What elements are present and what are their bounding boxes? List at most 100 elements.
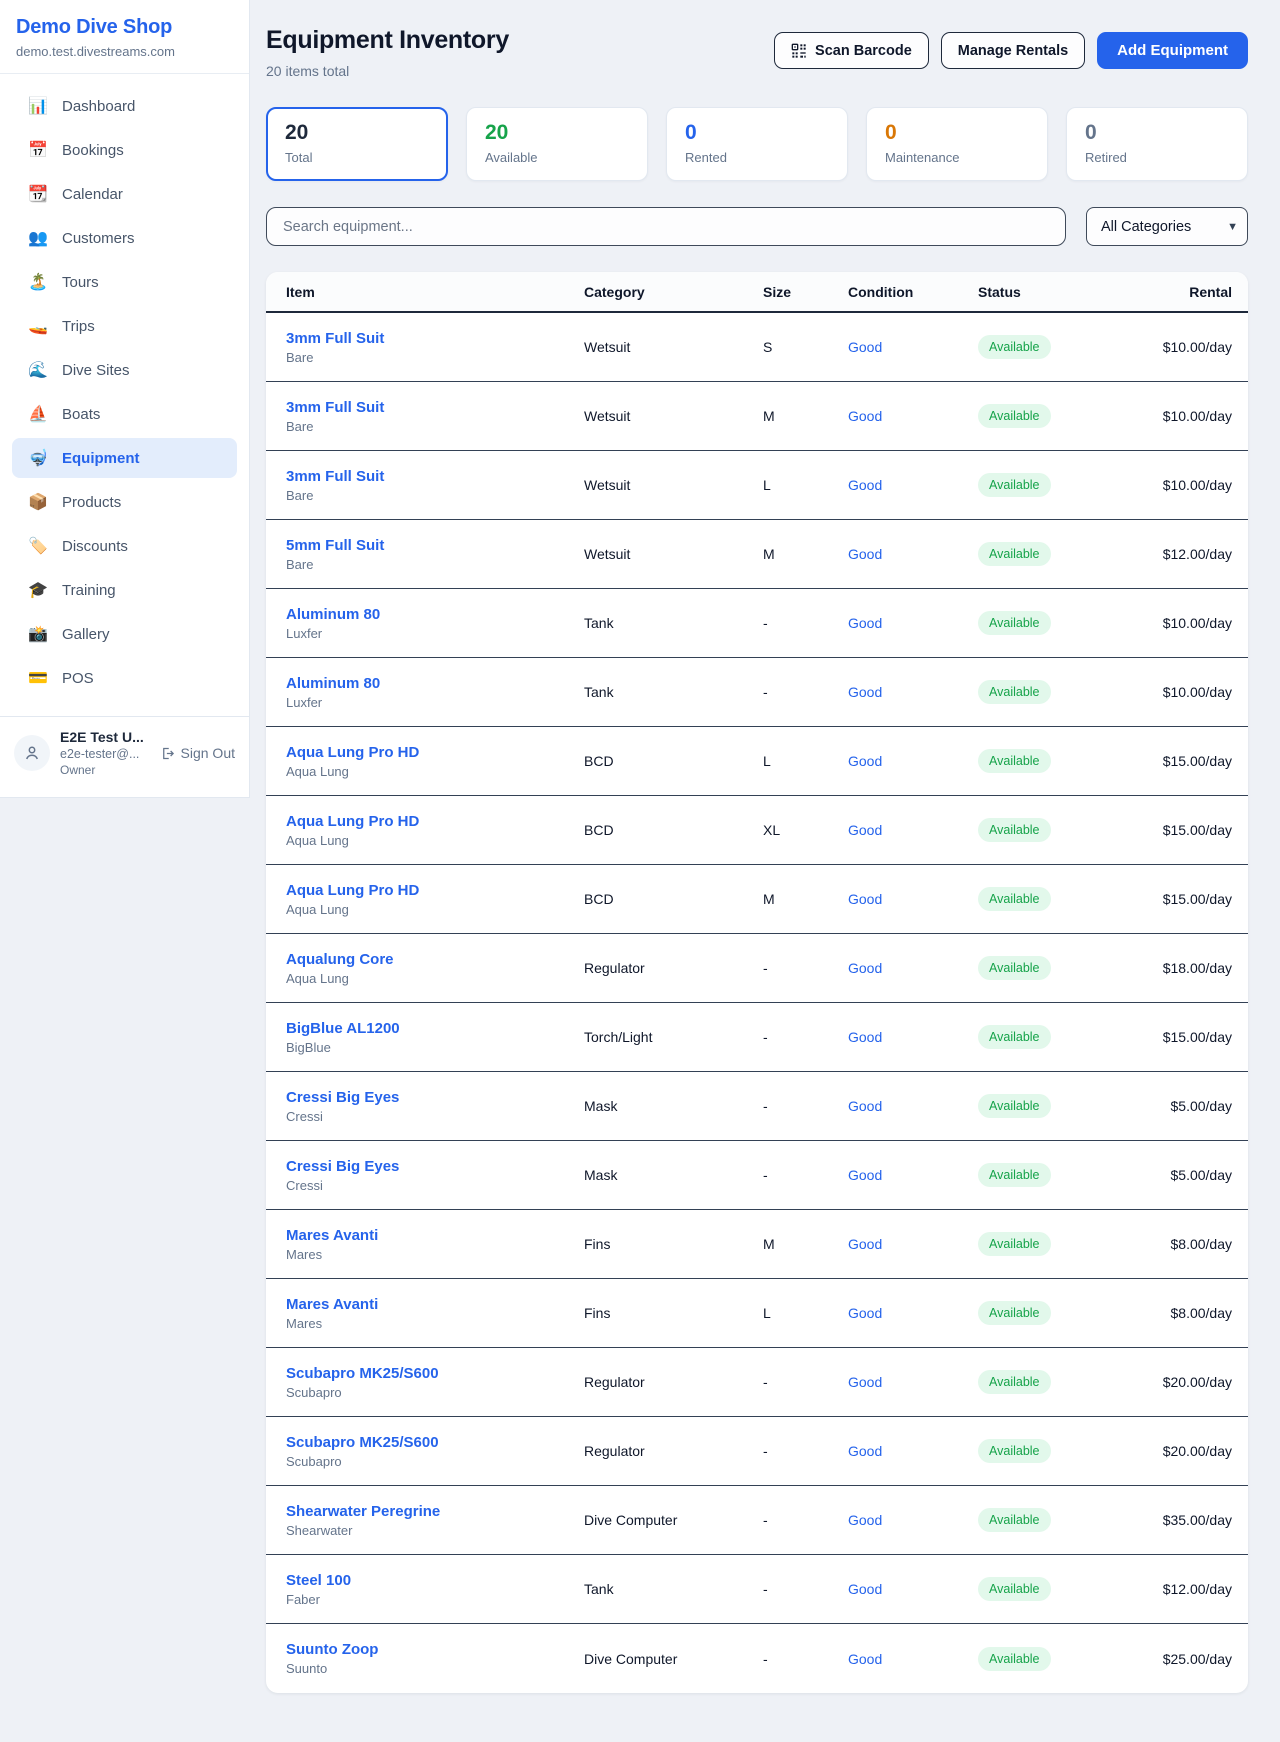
products-icon: 📦	[28, 494, 48, 511]
sidebar-item-label: Calendar	[62, 185, 123, 203]
category-select[interactable]: All Categories	[1086, 207, 1248, 246]
item-name-link[interactable]: Shearwater Peregrine	[286, 1502, 441, 1520]
item-name-link[interactable]: Mares Avanti	[286, 1295, 379, 1313]
stat-card-available[interactable]: 20 Available	[466, 107, 648, 181]
sidebar-item-gallery[interactable]: 📸 Gallery	[12, 614, 237, 654]
table-row: Cressi Big Eyes Cressi Mask - Good Available $…	[266, 1141, 1248, 1210]
status-badge: Available	[978, 1439, 1051, 1463]
sidebar-item-label: Training	[62, 581, 116, 599]
condition-link[interactable]: Good	[848, 1167, 883, 1183]
item-name-link[interactable]: 5mm Full Suit	[286, 536, 385, 554]
condition-link[interactable]: Good	[848, 1236, 883, 1252]
status-cell: Available	[978, 611, 1138, 635]
condition-link[interactable]: Good	[848, 753, 883, 769]
item-name-link[interactable]: Aqua Lung Pro HD	[286, 743, 420, 761]
sidebar-item-products[interactable]: 📦 Products	[12, 482, 237, 522]
sidebar-item-trips[interactable]: 🚤 Trips	[12, 306, 237, 346]
manage-rentals-button[interactable]: Manage Rentals	[940, 32, 1086, 69]
status-cell: Available	[978, 335, 1138, 359]
condition-link[interactable]: Good	[848, 891, 883, 907]
sidebar-item-boats[interactable]: ⛵ Boats	[12, 394, 237, 434]
category-cell: Tank	[584, 684, 614, 700]
item-name-link[interactable]: Mares Avanti	[286, 1226, 379, 1244]
table-row: Suunto Zoop Suunto Dive Computer - Good Avail…	[266, 1624, 1248, 1693]
item-name-link[interactable]: 3mm Full Suit	[286, 329, 385, 347]
category-cell: Fins	[584, 1236, 611, 1252]
status-badge: Available	[978, 1163, 1051, 1187]
item-name-link[interactable]: Scubapro MK25/S600	[286, 1364, 439, 1382]
size-cell: M	[763, 891, 775, 907]
item-name-link[interactable]: Aluminum 80	[286, 674, 381, 692]
user-email: e2e-tester@...	[60, 747, 140, 761]
sidebar-item-discounts[interactable]: 🏷️ Discounts	[12, 526, 237, 566]
sidebar-item-tours[interactable]: 🏝️ Tours	[12, 262, 237, 302]
category-cell: Mask	[584, 1098, 618, 1114]
sidebar-item-bookings[interactable]: 📅 Bookings	[12, 130, 237, 170]
equipment-table: Item Category Size Condition Status Rental 3m…	[266, 272, 1248, 1693]
size-cell: -	[763, 1443, 768, 1459]
stat-value: 20	[285, 121, 309, 144]
item-brand: Bare	[286, 349, 314, 365]
status-cell: Available	[978, 473, 1138, 497]
stat-card-retired[interactable]: 0 Retired	[1066, 107, 1248, 181]
item-brand: Bare	[286, 487, 314, 503]
item-name-link[interactable]: Cressi Big Eyes	[286, 1088, 400, 1106]
stat-card-total[interactable]: 20 Total	[266, 107, 448, 181]
stat-card-rented[interactable]: 0 Rented	[666, 107, 848, 181]
item-name-link[interactable]: Cressi Big Eyes	[286, 1157, 400, 1175]
sidebar-item-dive-sites[interactable]: 🌊 Dive Sites	[12, 350, 237, 390]
condition-link[interactable]: Good	[848, 1305, 883, 1321]
item-name-link[interactable]: Steel 100	[286, 1571, 352, 1589]
item-name-link[interactable]: Aqua Lung Pro HD	[286, 812, 420, 830]
sidebar-item-pos[interactable]: 💳 POS	[12, 658, 237, 698]
sidebar-item-label: Gallery	[62, 625, 110, 643]
condition-link[interactable]: Good	[848, 1443, 883, 1459]
item-name-link[interactable]: Suunto Zoop	[286, 1641, 379, 1658]
add-equipment-button[interactable]: Add Equipment	[1097, 32, 1248, 69]
condition-link[interactable]: Good	[848, 408, 883, 424]
condition-link[interactable]: Good	[848, 1512, 883, 1528]
item-name-link[interactable]: BigBlue AL1200	[286, 1019, 400, 1037]
scan-barcode-button[interactable]: Scan Barcode	[774, 32, 929, 69]
status-badge: Available	[978, 1646, 1051, 1671]
status-cell: Available	[978, 1232, 1138, 1256]
item-name-link[interactable]: Scubapro MK25/S600	[286, 1433, 439, 1451]
gallery-icon: 📸	[28, 626, 48, 643]
item-brand: Aqua Lung	[286, 901, 349, 917]
item-brand: Mares	[286, 1246, 323, 1262]
search-input[interactable]	[266, 207, 1066, 246]
condition-link[interactable]: Good	[848, 477, 883, 493]
condition-link[interactable]: Good	[848, 339, 883, 355]
category-cell: BCD	[584, 753, 614, 769]
condition-link[interactable]: Good	[848, 1029, 883, 1045]
condition-link[interactable]: Good	[848, 684, 883, 700]
item-name-link[interactable]: Aqua Lung Pro HD	[286, 881, 420, 899]
sidebar-item-dashboard[interactable]: 📊 Dashboard	[12, 86, 237, 126]
category-cell: Regulator	[584, 960, 645, 976]
item-cell: Aqua Lung Pro HD Aqua Lung	[286, 744, 584, 779]
item-name-link[interactable]: Aluminum 80	[286, 605, 381, 623]
sidebar-item-calendar[interactable]: 📆 Calendar	[12, 174, 237, 214]
sidebar-item-training[interactable]: 🎓 Training	[12, 570, 237, 610]
sidebar-item-customers[interactable]: 👥 Customers	[12, 218, 237, 258]
condition-link[interactable]: Good	[848, 546, 883, 562]
stat-card-maintenance[interactable]: 0 Maintenance	[866, 107, 1048, 181]
condition-link[interactable]: Good	[848, 615, 883, 631]
rental-price: $20.00/day	[1162, 1443, 1232, 1459]
rental-price: $35.00/day	[1162, 1512, 1232, 1528]
sign-out-button[interactable]: Sign Out	[160, 745, 235, 761]
condition-link[interactable]: Good	[848, 1650, 883, 1667]
table-row: Scubapro MK25/S600 Scubapro Regulator - Good…	[266, 1348, 1248, 1417]
sidebar-item-equipment[interactable]: 🤿 Equipment	[12, 438, 237, 478]
table-row: Shearwater Peregrine Shearwater Dive Compu…	[266, 1486, 1248, 1555]
condition-link[interactable]: Good	[848, 822, 883, 838]
condition-link[interactable]: Good	[848, 1098, 883, 1114]
category-cell: Torch/Light	[584, 1029, 653, 1045]
condition-link[interactable]: Good	[848, 1374, 883, 1390]
condition-link[interactable]: Good	[848, 960, 883, 976]
item-name-link[interactable]: Aqualung Core	[286, 950, 394, 968]
item-name-link[interactable]: 3mm Full Suit	[286, 467, 385, 485]
brand-title[interactable]: Demo Dive Shop	[16, 16, 173, 38]
item-name-link[interactable]: 3mm Full Suit	[286, 398, 385, 416]
condition-link[interactable]: Good	[848, 1581, 883, 1597]
